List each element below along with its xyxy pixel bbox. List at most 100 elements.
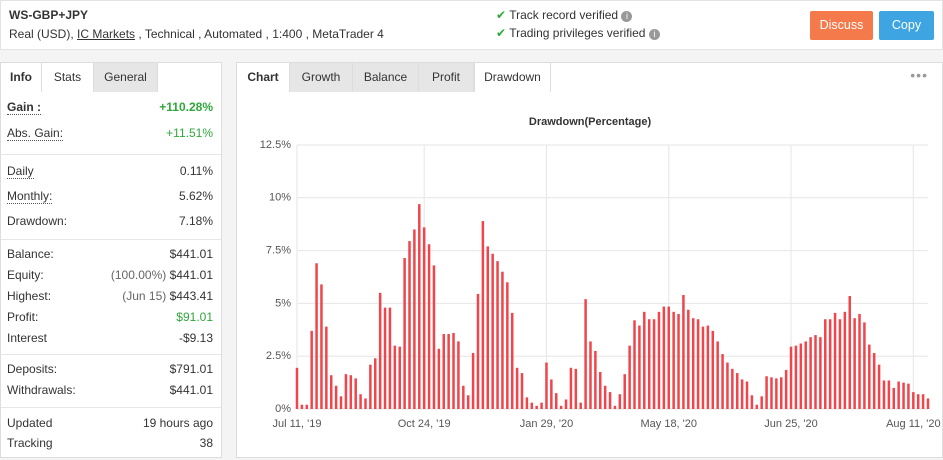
bar xyxy=(799,343,803,409)
bar xyxy=(310,330,313,409)
bar xyxy=(638,325,641,409)
stat-value: $91.01 xyxy=(176,310,213,324)
separator xyxy=(1,354,221,355)
stat-label: Withdrawals: xyxy=(7,383,76,397)
stat-label: Updated xyxy=(7,416,52,430)
stat-label: Balance: xyxy=(7,247,54,261)
bar xyxy=(814,335,817,409)
stat-value-text: -$9.13 xyxy=(178,331,213,345)
tab[interactable]: Drawdown xyxy=(474,63,551,92)
y-tick-label: 10% xyxy=(269,192,291,204)
bar xyxy=(388,307,392,409)
stat-value-text: 38 xyxy=(199,436,213,450)
stat-label: Equity: xyxy=(7,268,44,282)
stat-label: Highest: xyxy=(7,289,51,303)
bar xyxy=(457,341,460,409)
stat-label-text: Drawdown: xyxy=(7,214,68,228)
stat-value: $441.01 xyxy=(170,383,213,397)
stat-label-text: Updated xyxy=(7,416,53,430)
bar xyxy=(677,313,680,409)
bar xyxy=(633,320,636,409)
bar xyxy=(550,379,553,409)
stat-value-text: 7.18% xyxy=(178,214,213,228)
y-tick-label: 2.5% xyxy=(266,350,291,362)
stat-value: 7.18% xyxy=(179,214,213,228)
bar xyxy=(369,364,372,409)
bar xyxy=(320,284,323,409)
bar xyxy=(545,362,548,409)
bar xyxy=(760,396,763,409)
bar xyxy=(305,404,309,409)
bar xyxy=(902,382,905,409)
bar xyxy=(618,394,622,409)
x-tick-label: May 18, '20 xyxy=(640,418,697,430)
tab[interactable]: Info xyxy=(1,63,42,92)
tab[interactable]: Growth xyxy=(290,63,353,92)
stat-label-text: Monthly: xyxy=(7,189,53,204)
bar xyxy=(789,346,793,409)
bar xyxy=(329,375,333,409)
bar xyxy=(359,394,362,409)
bar xyxy=(471,353,475,409)
stat-value: $441.01 xyxy=(170,247,213,261)
bar xyxy=(525,397,529,409)
stat-value-text: $91.01 xyxy=(176,310,213,324)
bar xyxy=(682,294,685,409)
separator xyxy=(1,239,221,240)
bar xyxy=(481,221,485,409)
bar xyxy=(887,380,891,409)
stat-label-text: Withdrawals: xyxy=(7,383,76,397)
stat-label: Deposits: xyxy=(7,362,57,376)
bar xyxy=(691,318,695,409)
discuss-button[interactable]: Discuss xyxy=(810,11,873,40)
bar xyxy=(374,358,377,409)
copy-button[interactable]: Copy xyxy=(879,11,934,40)
bar xyxy=(711,330,715,409)
bar xyxy=(486,246,490,409)
stat-value: 38 xyxy=(200,436,213,450)
bar xyxy=(413,229,416,409)
bar xyxy=(300,404,304,409)
bar xyxy=(706,325,710,409)
bar xyxy=(877,364,881,409)
bar xyxy=(491,253,494,409)
bar xyxy=(422,227,426,409)
bar xyxy=(897,381,900,409)
tab[interactable]: General xyxy=(94,63,158,92)
bar xyxy=(535,405,538,409)
bar xyxy=(339,396,343,409)
stat-label-text: Tracking xyxy=(7,436,53,450)
bar xyxy=(442,334,445,409)
bar xyxy=(564,399,568,409)
y-tick-label: 7.5% xyxy=(266,245,291,257)
stat-value: 19 hours ago xyxy=(143,416,213,430)
info-text: Real (USD), xyxy=(9,27,78,41)
tab[interactable]: Stats xyxy=(42,63,94,92)
broker-link[interactable]: IC Markets xyxy=(77,27,136,41)
stat-label-text: Equity: xyxy=(7,268,44,282)
bar xyxy=(432,265,436,409)
stat-label-text: Balance: xyxy=(7,247,54,261)
stat-value-text: +110.28% xyxy=(159,100,213,114)
stat-value: 5.62% xyxy=(179,189,213,203)
bar xyxy=(515,367,519,409)
stat-value-text: +11.51% xyxy=(166,126,213,140)
bar xyxy=(501,271,504,409)
bar xyxy=(594,350,597,409)
menu-icon[interactable]: ••• xyxy=(910,67,928,83)
bar xyxy=(804,341,807,409)
bar xyxy=(819,337,822,409)
stat-note: (100.00%) xyxy=(110,268,167,282)
bar xyxy=(926,398,930,409)
stat-label: Drawdown: xyxy=(7,214,67,228)
bar xyxy=(530,402,534,409)
stat-value-text: $443.41 xyxy=(169,289,213,303)
bar xyxy=(750,395,754,409)
tab[interactable]: Chart xyxy=(237,63,290,92)
bar xyxy=(466,395,470,409)
x-tick-label: Oct 24, '19 xyxy=(398,418,451,430)
tab[interactable]: Profit xyxy=(419,63,474,92)
bar xyxy=(295,367,299,409)
tab[interactable]: Balance xyxy=(353,63,419,92)
stat-value: 0.11% xyxy=(180,164,213,178)
